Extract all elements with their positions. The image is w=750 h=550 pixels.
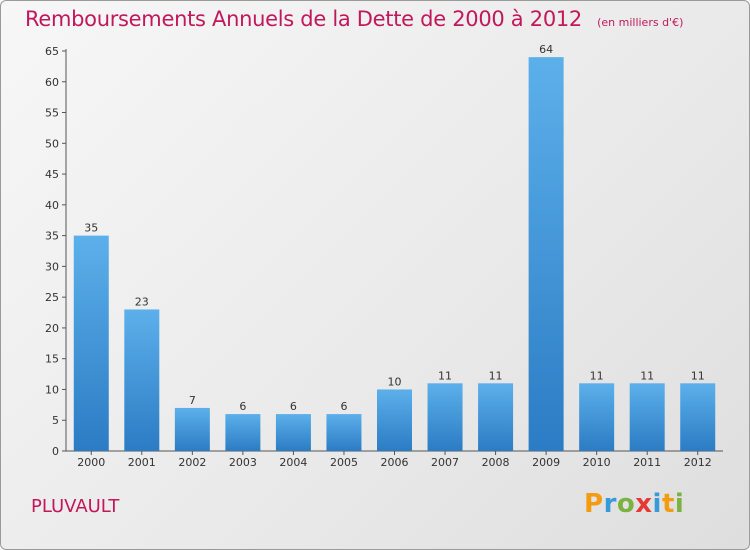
bar <box>528 57 564 452</box>
bar <box>326 414 362 451</box>
logo-letter: P <box>584 489 604 519</box>
x-tick-label: 2004 <box>279 456 307 469</box>
data-label: 6 <box>239 400 246 413</box>
x-tick-label: 2008 <box>482 456 510 469</box>
bar <box>579 383 615 451</box>
data-label: 11 <box>640 369 654 382</box>
data-label: 10 <box>388 375 402 388</box>
y-tick-label: 20 <box>45 322 59 335</box>
x-tick-label: 2010 <box>583 456 611 469</box>
data-label: 11 <box>489 369 503 382</box>
y-tick-label: 40 <box>45 199 59 212</box>
data-label: 7 <box>189 394 196 407</box>
y-tick-label: 5 <box>52 414 59 427</box>
logo-letter: i <box>674 489 685 519</box>
data-label: 11 <box>438 369 452 382</box>
y-tick-label: 25 <box>45 291 59 304</box>
data-label: 11 <box>691 369 705 382</box>
x-tick-label: 2000 <box>77 456 105 469</box>
x-tick-label: 2006 <box>381 456 409 469</box>
y-tick-label: 55 <box>45 107 59 120</box>
x-tick-label: 2007 <box>431 456 459 469</box>
bar <box>73 235 109 451</box>
data-label: 11 <box>590 369 604 382</box>
y-tick-label: 50 <box>45 137 59 150</box>
logo-letter: x <box>635 489 653 519</box>
x-tick-label: 2001 <box>128 456 156 469</box>
bar <box>174 407 210 451</box>
y-tick-label: 45 <box>45 168 59 181</box>
x-tick-label: 2009 <box>532 456 560 469</box>
y-tick-label: 65 <box>45 45 59 58</box>
data-label: 35 <box>84 222 98 235</box>
x-tick-label: 2005 <box>330 456 358 469</box>
bar <box>377 389 412 451</box>
data-label: 6 <box>290 400 297 413</box>
y-tick-label: 35 <box>45 230 59 243</box>
proxiti-logo: Proxiti <box>584 489 684 519</box>
y-tick-label: 10 <box>45 383 59 396</box>
bar <box>124 309 160 451</box>
y-tick-label: 60 <box>45 76 59 89</box>
chart-title-row: Remboursements Annuels de la Dette de 20… <box>25 7 683 31</box>
logo-letter: i <box>652 489 662 519</box>
chart-unit: (en milliers d'€) <box>597 16 684 29</box>
x-tick-label: 2003 <box>229 456 257 469</box>
y-tick-label: 15 <box>45 353 59 366</box>
bar <box>680 383 716 451</box>
bar <box>629 383 665 451</box>
bar <box>478 383 514 451</box>
y-tick-label: 0 <box>52 445 59 458</box>
x-tick-label: 2012 <box>684 456 712 469</box>
bar <box>427 383 463 451</box>
logo-letter: r <box>603 489 617 519</box>
place-name: PLUVAULT <box>31 496 120 517</box>
y-tick-label: 30 <box>45 260 59 273</box>
bar <box>225 414 261 451</box>
data-label: 6 <box>340 400 347 413</box>
logo-letter: o <box>616 489 636 519</box>
logo-letter: t <box>661 489 675 519</box>
data-label: 64 <box>539 43 553 56</box>
chart-title: Remboursements Annuels de la Dette de 20… <box>25 7 582 31</box>
bar <box>275 414 311 451</box>
x-tick-label: 2002 <box>178 456 206 469</box>
x-tick-label: 2011 <box>633 456 661 469</box>
data-label: 23 <box>135 295 149 308</box>
